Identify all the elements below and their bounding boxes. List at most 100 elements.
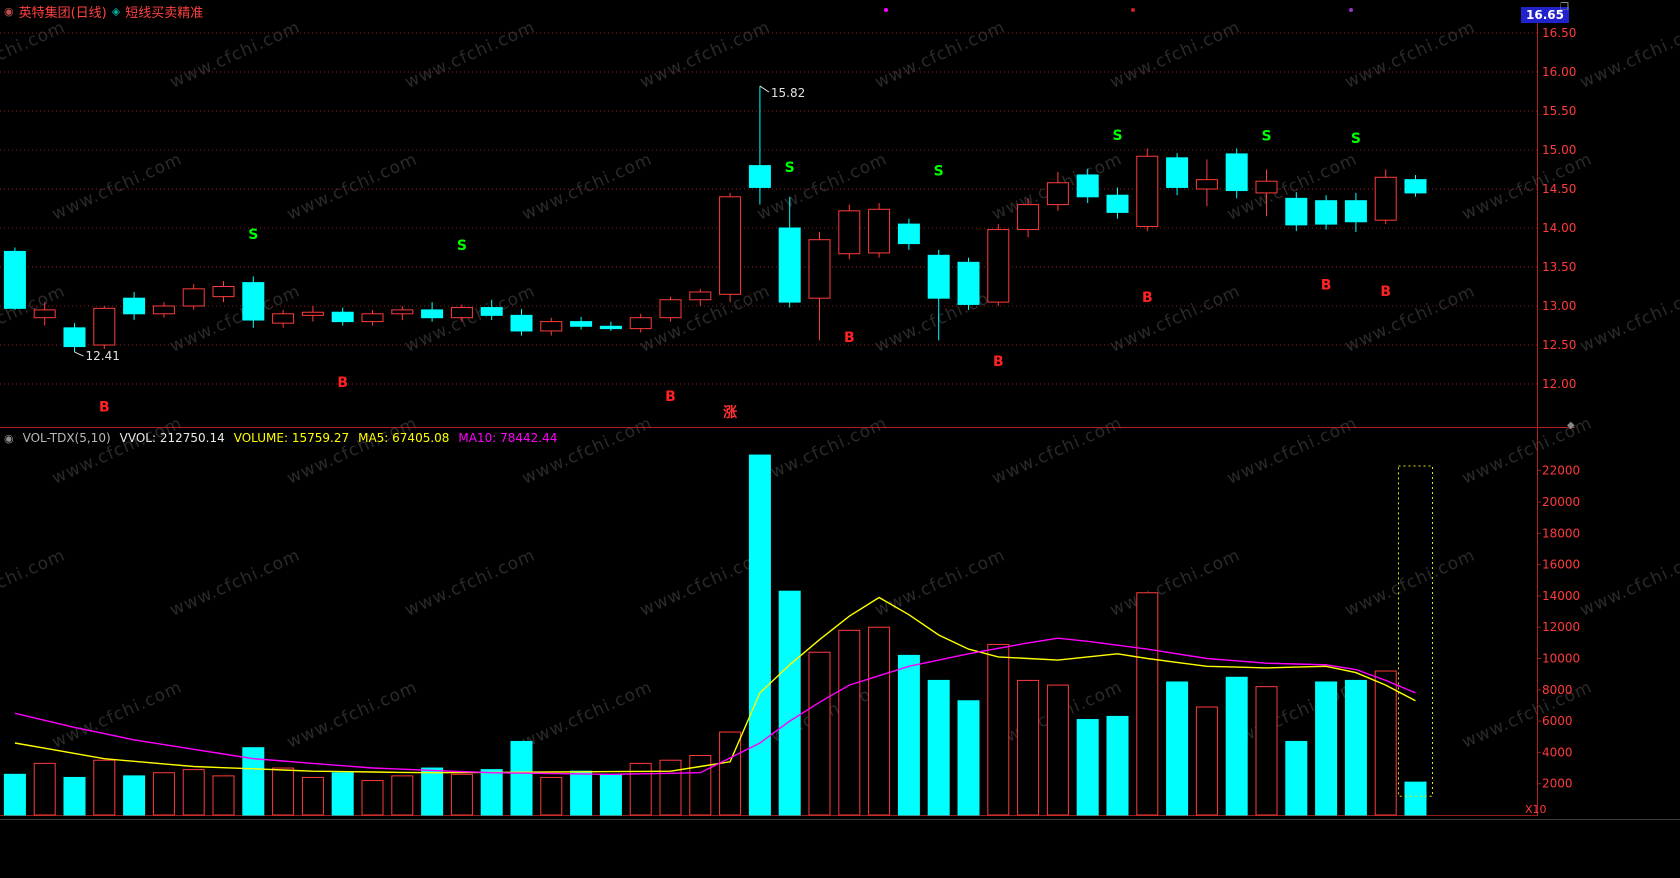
candlestick-series[interactable]	[3, 86, 1427, 353]
candle-body	[182, 288, 205, 307]
high-pointer	[759, 85, 770, 93]
volume-bar	[1374, 670, 1397, 816]
volume-bar	[242, 747, 265, 816]
price-axis-label: 14.50	[1542, 182, 1576, 196]
candle-body	[540, 321, 563, 332]
volume-bar	[838, 629, 861, 816]
sell-signal: S	[248, 227, 258, 243]
volume-axis-label: 6000	[1542, 714, 1573, 728]
candle-body	[93, 307, 116, 346]
candle-body	[1017, 204, 1040, 231]
volume-bar	[1225, 676, 1248, 816]
volume-unit-label: X10	[1525, 803, 1547, 816]
low-price-label: 12.41	[86, 349, 120, 363]
volume-bar	[1046, 684, 1069, 816]
candle-body	[1255, 180, 1278, 194]
candle-body	[629, 317, 652, 330]
candle-body	[689, 291, 712, 301]
price-badge: 16.65	[1521, 7, 1569, 23]
price-axis-label: 16.50	[1542, 26, 1576, 40]
price-axis-label: 12.00	[1542, 377, 1576, 391]
price-axis-label: 15.00	[1542, 143, 1576, 157]
volume-bar	[450, 773, 473, 816]
volume-bar	[331, 772, 354, 816]
candle-body	[421, 309, 444, 319]
candle-body	[868, 208, 891, 254]
candle-body	[1076, 174, 1099, 198]
chart-header: ◉ 英特集团(日线) ◈ 短线买卖精准	[4, 2, 203, 21]
volume-bar	[659, 759, 682, 816]
candle-body	[1315, 200, 1338, 225]
price-grid: 16.50 16.00 15.50 15.00 14.50 14.00 13.50 13.00…	[0, 26, 1576, 391]
volume-bar	[987, 643, 1010, 816]
candle-body	[838, 210, 861, 255]
stock-title: 英特集团(日线)	[18, 6, 107, 21]
ma5-value: MA5: 67405.08	[358, 431, 450, 445]
price-axis-label: 13.00	[1542, 299, 1576, 313]
candle-body	[33, 309, 56, 319]
indicator-diamond-icon: ◈	[111, 5, 121, 18]
candle-body	[331, 311, 354, 323]
volume-axis-label: 16000	[1542, 558, 1580, 572]
price-axis-label: 15.50	[1542, 104, 1576, 118]
volume-bar	[868, 626, 891, 816]
top-marker-dot	[884, 8, 888, 12]
latest-bar-highlight-box	[1398, 465, 1433, 797]
candle-body	[1404, 179, 1427, 194]
ma5-line	[14, 596, 1416, 774]
candle-body	[63, 327, 86, 348]
volume-bar	[1315, 681, 1338, 816]
volume-axis: 22000 20000 18000 16000 14000 12000 10000 8000 6…	[1537, 464, 1580, 791]
volume-axis-label: 14000	[1542, 589, 1580, 603]
volume-bar	[540, 776, 563, 816]
volume-bar	[570, 770, 593, 816]
high-price-label: 15.82	[771, 86, 805, 100]
candle-body	[927, 254, 950, 299]
candle-body	[480, 307, 503, 316]
volume-axis-label: 22000	[1542, 464, 1580, 478]
volume-bar	[599, 773, 622, 816]
candle-body	[391, 309, 414, 315]
volume-bar	[689, 755, 712, 816]
volume-bar	[510, 740, 533, 816]
volume-bar	[808, 651, 831, 816]
volume-bar	[212, 775, 235, 816]
sell-signal: S	[457, 238, 467, 254]
ma10-value: MA10: 78442.44	[458, 431, 558, 445]
volume-bar	[1285, 740, 1308, 816]
volume-bars[interactable]	[3, 454, 1427, 816]
volume-bar	[152, 772, 175, 816]
candle-body	[987, 229, 1010, 303]
candle-body	[3, 250, 26, 309]
buy-signal: B	[1142, 290, 1153, 306]
volume-bar	[957, 700, 980, 816]
volume-bar	[1136, 592, 1159, 816]
volume-bar	[1255, 686, 1278, 816]
candle-body	[1106, 194, 1129, 213]
sell-signal: S	[1112, 128, 1122, 144]
candle-body	[957, 261, 980, 305]
window-icon[interactable]: ❐	[1560, 2, 1569, 13]
pane-splitter-icon[interactable]: ◆	[1567, 420, 1575, 431]
sell-signal: S	[785, 160, 795, 176]
bottom-border	[0, 819, 1680, 820]
low-pointer	[74, 351, 84, 357]
volume-bar	[1017, 679, 1040, 816]
sell-signal: S	[1261, 129, 1271, 145]
volume-bar	[421, 767, 444, 816]
volume-circle-icon: ◉	[4, 431, 14, 445]
candle-body	[242, 282, 265, 321]
candle-body	[897, 223, 920, 245]
candle-body	[1136, 155, 1159, 227]
volume-axis-label: 2000	[1542, 777, 1573, 791]
volume-bar	[897, 654, 920, 816]
stock-circle-icon: ◉	[4, 5, 14, 18]
candle-body	[1225, 153, 1248, 192]
sell-signal: S	[1351, 131, 1361, 147]
candle-body	[778, 227, 801, 303]
volume-bar	[391, 775, 414, 816]
indicator-title: 短线买卖精准	[125, 6, 204, 21]
volume-bar	[93, 759, 116, 816]
